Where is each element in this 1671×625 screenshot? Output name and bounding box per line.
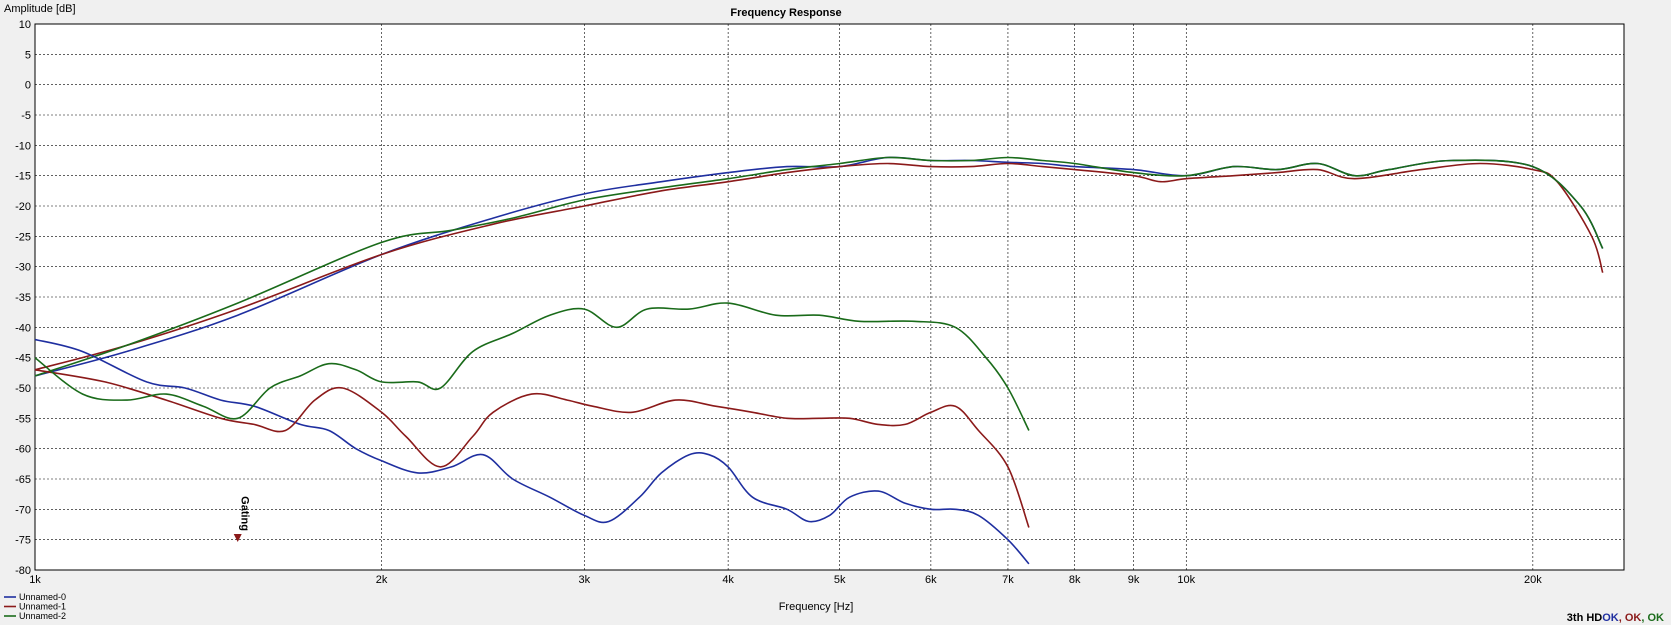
y-tick-label: -65 [15,474,31,486]
y-tick-label: -60 [15,444,31,456]
series-line-unnamed-0-3 [34,338,1030,565]
tick-labels: 10 5 0 -5 -10 -15 -20 -25 -30 -35 -40 -45 -50 -55 -60 -… [15,19,1542,586]
grid [34,23,1624,571]
y-tick-label: 10 [19,19,31,31]
y-tick-label: -35 [15,292,31,304]
x-tick-label: 5k [834,574,846,586]
status-prefix: 3th HD [1567,612,1603,624]
legend-item-label: Unnamed-2 [19,611,66,621]
x-tick-label: 9k [1128,574,1140,586]
chart-title: Frequency Response [730,7,841,19]
x-tick-label: 1k [29,574,41,586]
y-axis-label: Amplitude [dB] [4,3,76,15]
x-tick-label: 7k [1002,574,1014,586]
y-tick-label: -75 [15,535,31,547]
x-tick-label: 2k [376,574,388,586]
y-tick-label: -70 [15,504,31,516]
status-ok-1: , OK [1619,612,1642,624]
y-tick-label: -50 [15,383,31,395]
series-line-unnamed-1-1 [34,162,1604,371]
series-lines [34,156,1604,565]
y-tick-label: -5 [21,110,31,122]
series-line-unnamed-1-4 [34,369,1030,528]
y-tick-label: 0 [25,80,31,92]
y-tick-label: -30 [15,262,31,274]
y-tick-label: -45 [15,353,31,365]
gating-label: Gating [239,496,251,531]
y-tick-label: -55 [15,413,31,425]
x-tick-label: 8k [1069,574,1081,586]
y-tick-label: -10 [15,140,31,152]
x-tick-label: 4k [722,574,734,586]
x-axis-label: Frequency [Hz] [779,601,854,613]
y-tick-label: -15 [15,171,31,183]
y-tick-label: -20 [15,201,31,213]
x-tick-label: 10k [1177,574,1195,586]
gating-marker-icon [233,534,242,542]
status-ok-0: OK [1602,612,1619,624]
x-tick-label: 3k [578,574,590,586]
y-tick-label: -25 [15,231,31,243]
status-ok-2: , OK [1641,612,1664,624]
plot-area [34,23,1625,571]
y-tick-label: 5 [25,49,31,61]
legend-item-label: Unnamed-0 [19,592,66,602]
x-tick-label: 6k [925,574,937,586]
series-line-unnamed-2-2 [34,156,1604,377]
y-tick-label: -80 [15,565,31,577]
series-line-unnamed-2-5 [34,302,1030,431]
legend-item-label: Unnamed-1 [19,602,66,612]
annotation-layer: Gating [233,496,251,542]
status-text: 3th HDOK, OK, OK [1567,612,1664,624]
x-tick-label: 20k [1524,574,1542,586]
y-tick-label: -40 [15,322,31,334]
